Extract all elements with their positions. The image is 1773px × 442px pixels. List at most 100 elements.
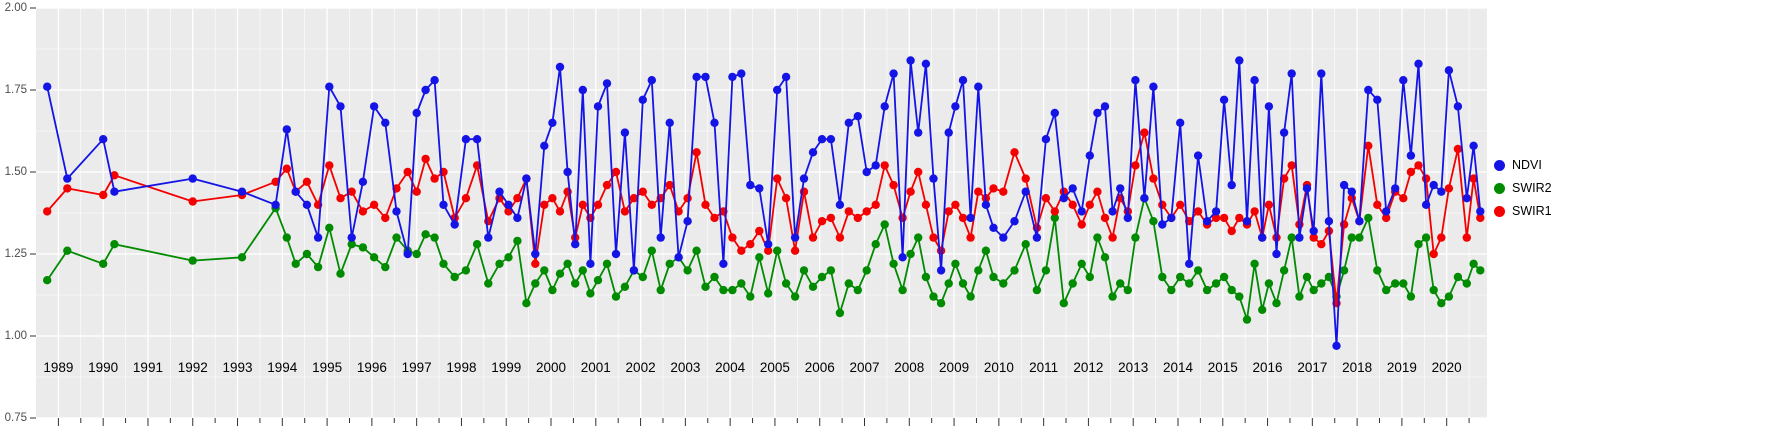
data-point-swir2 xyxy=(1444,292,1454,301)
data-point-ndvi xyxy=(1010,217,1019,226)
data-point-swir1 xyxy=(110,171,119,180)
data-point-ndvi xyxy=(369,102,379,111)
data-point-swir2 xyxy=(1202,285,1212,295)
data-point-swir1 xyxy=(914,167,923,177)
data-point-ndvi xyxy=(484,233,493,242)
data-point-swir2 xyxy=(692,246,701,255)
data-point-swir1 xyxy=(989,184,998,193)
data-point-swir1 xyxy=(853,213,862,223)
data-point-swir2 xyxy=(63,246,72,255)
data-point-swir1 xyxy=(647,200,656,209)
data-point-ndvi xyxy=(966,213,975,223)
data-point-ndvi xyxy=(495,187,504,196)
data-point-ndvi xyxy=(826,135,836,144)
data-point-ndvi xyxy=(844,118,853,128)
data-point-ndvi xyxy=(602,79,612,88)
x-tick-label: 1999 xyxy=(491,360,521,375)
data-point-swir2 xyxy=(586,289,595,298)
x-tick-label: 1996 xyxy=(357,360,387,375)
y-tick-label: 1.50 xyxy=(5,166,27,178)
data-point-swir2 xyxy=(1309,285,1318,295)
x-tick-label: 2010 xyxy=(984,360,1014,375)
data-point-ndvi xyxy=(1085,151,1095,160)
data-point-swir2 xyxy=(1149,217,1158,226)
data-point-ndvi xyxy=(1444,66,1454,75)
data-point-ndvi xyxy=(522,174,531,183)
data-point-ndvi xyxy=(1295,233,1304,242)
data-point-swir1 xyxy=(513,194,522,203)
data-point-swir1 xyxy=(665,180,674,190)
data-point-ndvi xyxy=(674,253,683,262)
y-tick-label: 1.25 xyxy=(5,248,27,260)
data-point-swir2 xyxy=(369,253,379,262)
data-point-swir2 xyxy=(1317,279,1326,288)
data-point-swir2 xyxy=(439,259,448,268)
data-point-ndvi xyxy=(472,135,482,144)
data-point-swir1 xyxy=(1421,174,1431,183)
x-tick-label: 2006 xyxy=(805,360,835,375)
data-point-ndvi xyxy=(1264,102,1274,111)
data-point-ndvi xyxy=(638,95,647,105)
data-point-ndvi xyxy=(1332,341,1341,350)
data-point-ndvi xyxy=(548,118,557,128)
data-point-swir2 xyxy=(430,233,439,242)
data-point-swir2 xyxy=(1272,299,1281,308)
data-point-swir1 xyxy=(781,194,791,203)
data-point-ndvi xyxy=(381,118,390,128)
data-point-swir2 xyxy=(1068,279,1077,288)
data-point-swir1 xyxy=(188,197,197,206)
data-point-swir2 xyxy=(929,292,938,301)
data-point-swir1 xyxy=(282,164,291,173)
data-point-swir1 xyxy=(1287,161,1296,170)
x-tick-label: 1992 xyxy=(178,360,208,375)
data-point-swir2 xyxy=(1324,272,1334,282)
data-point-ndvi xyxy=(692,72,701,82)
data-point-swir1 xyxy=(99,190,108,200)
data-point-swir1 xyxy=(620,207,630,216)
data-point-swir2 xyxy=(421,230,430,239)
data-point-swir1 xyxy=(638,187,647,196)
data-point-ndvi xyxy=(1185,259,1194,268)
data-point-swir2 xyxy=(461,266,471,275)
data-point-ndvi xyxy=(555,62,565,72)
data-point-swir1 xyxy=(1469,174,1478,183)
data-point-swir2 xyxy=(531,279,540,288)
data-point-swir1 xyxy=(1100,213,1110,223)
data-point-swir2 xyxy=(1382,285,1391,295)
data-point-ndvi xyxy=(1193,151,1203,160)
data-point-swir1 xyxy=(430,174,439,183)
data-point-ndvi xyxy=(63,174,72,183)
data-point-swir1 xyxy=(1140,128,1149,137)
data-point-swir2 xyxy=(611,292,621,301)
data-point-ndvi xyxy=(951,102,960,111)
y-tick-label: 1.00 xyxy=(5,330,27,342)
data-point-swir1 xyxy=(921,200,931,209)
data-point-ndvi xyxy=(906,56,915,65)
data-point-swir1 xyxy=(844,207,853,216)
data-point-swir2 xyxy=(1077,259,1086,268)
data-point-ndvi xyxy=(1339,180,1349,190)
data-point-ndvi xyxy=(1100,102,1110,111)
data-point-ndvi xyxy=(347,233,356,242)
x-tick-label: 2012 xyxy=(1073,360,1103,375)
data-point-ndvi xyxy=(1176,118,1185,128)
data-point-ndvi xyxy=(1041,135,1051,144)
data-point-swir1 xyxy=(951,200,960,209)
data-point-swir2 xyxy=(989,272,998,282)
data-point-swir2 xyxy=(773,246,782,255)
data-point-ndvi xyxy=(1202,217,1212,226)
data-point-ndvi xyxy=(1279,128,1289,137)
data-point-swir2 xyxy=(313,262,323,272)
data-point-swir2 xyxy=(325,223,334,232)
data-point-swir2 xyxy=(1123,285,1133,295)
data-point-swir2 xyxy=(43,276,52,285)
data-point-ndvi xyxy=(974,82,983,91)
data-point-ndvi xyxy=(313,233,323,242)
data-point-ndvi xyxy=(504,200,513,209)
data-point-swir1 xyxy=(1068,200,1077,209)
data-point-ndvi xyxy=(817,135,827,144)
x-tick-label: 1993 xyxy=(223,360,253,375)
data-point-swir1 xyxy=(683,194,692,203)
data-point-ndvi xyxy=(1167,213,1176,223)
